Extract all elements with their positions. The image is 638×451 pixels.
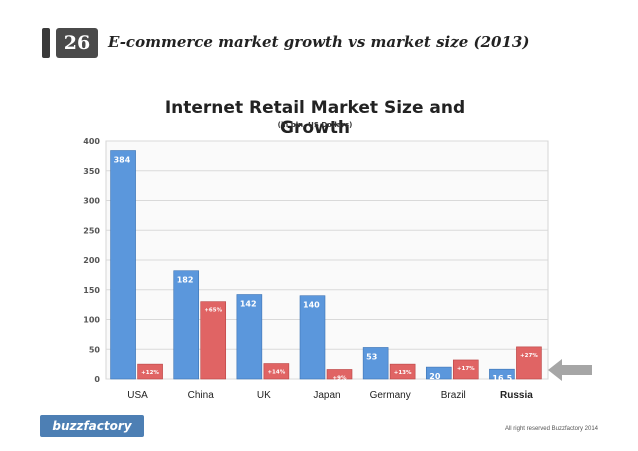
y-tick-label: 100 <box>83 316 100 325</box>
bar-growth <box>452 359 479 380</box>
bar-growth <box>326 369 353 380</box>
x-category-label: USA <box>127 390 148 401</box>
chart-title: Internet Retail Market Size and Growth <box>164 98 466 138</box>
data-label-growth: +9% <box>333 375 347 381</box>
copyright-text: All right reserved Buzzfactory 2014 <box>504 426 598 432</box>
data-label-growth: +27% <box>520 353 538 359</box>
bar-market-size <box>425 366 452 380</box>
bar-growth <box>137 363 163 380</box>
buzzfactory-logo: buzzfactory <box>40 415 144 437</box>
bar-market-size <box>110 150 136 380</box>
y-tick-label: 200 <box>83 256 100 265</box>
data-label-market-size: 384 <box>114 156 131 165</box>
data-label-market-size: 16.5 <box>492 374 512 383</box>
chart-subtitle: (in bln. US Dollars) <box>277 121 353 129</box>
y-tick-label: 250 <box>83 226 100 235</box>
x-category-label: Brazil <box>441 390 466 401</box>
bar-market-size <box>173 270 200 380</box>
x-category-label: Russia <box>500 390 533 401</box>
y-tick-label: 50 <box>89 345 101 354</box>
bar-market-size <box>236 294 263 380</box>
x-category-label: Japan <box>313 390 340 401</box>
data-label-market-size: 140 <box>303 301 320 310</box>
y-tick-label: 400 <box>83 137 100 146</box>
slide-title: E-commerce market growth vs market size … <box>108 33 530 51</box>
data-label-growth: +65% <box>204 308 222 314</box>
y-tick-label: 150 <box>83 286 100 295</box>
data-label-market-size: 142 <box>240 300 257 309</box>
bar-growth <box>516 346 542 380</box>
y-tick-label: 0 <box>94 375 100 384</box>
bar-growth <box>389 363 416 380</box>
left-arrow-icon <box>548 359 592 381</box>
data-label-growth: +12% <box>141 370 159 376</box>
data-label-growth: +14% <box>267 370 285 376</box>
slide-number: 26 <box>56 28 98 58</box>
x-category-label: Germany <box>370 390 411 401</box>
bar-growth <box>263 363 290 380</box>
data-label-market-size: 20 <box>429 372 441 381</box>
x-category-label: China <box>188 390 215 401</box>
data-label-growth: +13% <box>394 370 412 376</box>
bar-market-size <box>489 368 515 380</box>
bar-market-size <box>362 347 389 380</box>
y-tick-label: 300 <box>83 197 100 206</box>
bar-market-size <box>299 295 326 380</box>
x-category-label: UK <box>257 390 271 401</box>
data-label-growth: +17% <box>457 366 475 372</box>
bar-growth <box>200 301 227 380</box>
data-label-market-size: 182 <box>177 276 194 285</box>
y-tick-label: 350 <box>83 167 100 176</box>
slide-marker <box>42 28 50 58</box>
data-label-market-size: 53 <box>366 352 377 361</box>
